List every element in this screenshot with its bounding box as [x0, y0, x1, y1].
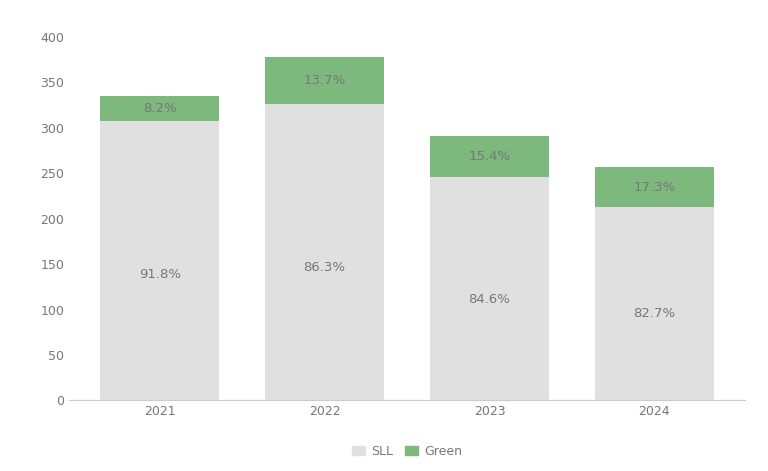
Text: 82.7%: 82.7%	[634, 307, 675, 320]
Bar	[265, 57, 384, 104]
Bar	[265, 104, 384, 400]
Text: 86.3%: 86.3%	[303, 260, 346, 274]
Bar	[595, 167, 713, 207]
Bar	[430, 136, 549, 177]
Text: 15.4%: 15.4%	[468, 150, 511, 163]
Bar	[101, 96, 219, 121]
Text: 8.2%: 8.2%	[143, 102, 177, 115]
Text: 91.8%: 91.8%	[139, 268, 180, 281]
Text: 17.3%: 17.3%	[633, 180, 675, 194]
Text: 84.6%: 84.6%	[468, 293, 511, 306]
Bar	[101, 121, 219, 400]
Bar	[430, 177, 549, 400]
Bar	[595, 207, 713, 400]
Legend: SLL, Green: SLL, Green	[347, 440, 467, 463]
Text: 13.7%: 13.7%	[303, 74, 346, 87]
